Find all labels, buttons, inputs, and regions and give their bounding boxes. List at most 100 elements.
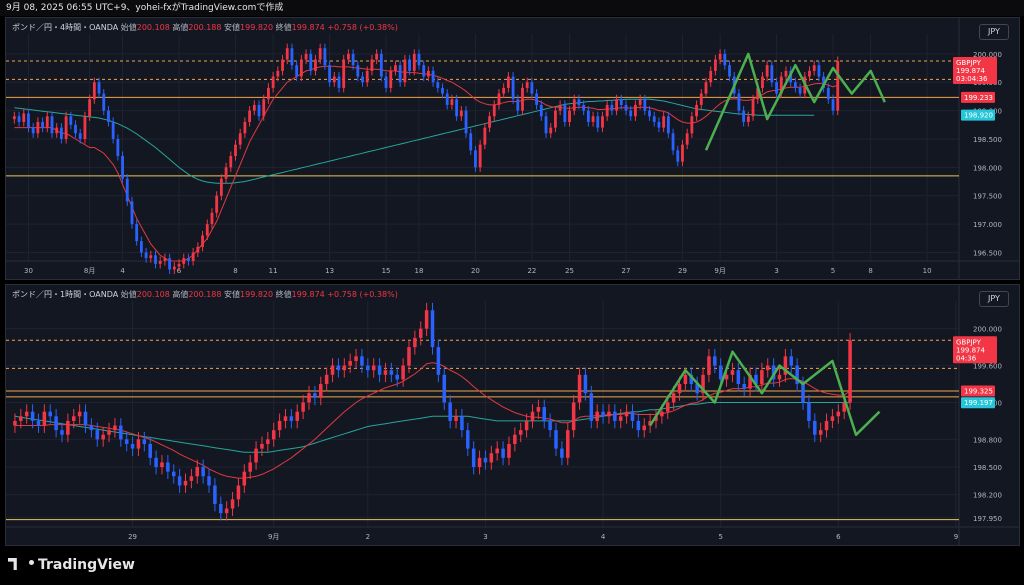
candle-body [605, 104, 609, 117]
candle-body [48, 411, 52, 417]
candle-body [495, 448, 499, 454]
x-tick-label: 4 [601, 533, 606, 541]
chart-panel-4h[interactable]: 200.000199.500199.000198.500198.000197.5… [5, 17, 1020, 280]
candle-body [638, 99, 642, 105]
legend-close-label: 終値 [275, 290, 292, 299]
snapshot-header: 9月 08, 2025 06:55 UTC+9、yohei-fxがTrading… [0, 0, 1024, 16]
candle-body [431, 70, 435, 83]
tradingview-logo[interactable]: TradingView [8, 557, 135, 573]
candle-body [407, 347, 411, 366]
candle-body [248, 462, 252, 472]
candle-body [492, 104, 496, 117]
candle-body [177, 263, 181, 267]
candle-body [262, 99, 266, 117]
y-tick-label: 196.500 [973, 249, 1002, 257]
candle-body [139, 241, 143, 253]
candle-body [101, 434, 105, 440]
candle-body [348, 360, 352, 366]
candle-body [242, 471, 247, 486]
candle-body [577, 374, 582, 403]
candle-body [801, 384, 805, 403]
price-tag-text: 199.233 [964, 94, 993, 102]
candle-body [748, 374, 752, 389]
legend-open-label: 始値 [120, 23, 137, 32]
legend-low: 199.820 [240, 290, 274, 299]
chart-canvas-1h[interactable]: 200.000199.600199.200198.800198.500198.2… [6, 285, 1019, 545]
candle-body [59, 127, 63, 139]
candle-body [724, 374, 729, 380]
candle-body [754, 374, 758, 385]
legend-open-label: 始値 [120, 290, 137, 299]
candle-body [111, 121, 115, 139]
candle-body [257, 104, 261, 117]
candle-body [822, 76, 826, 88]
candle-body [671, 133, 675, 151]
candle-body [518, 430, 523, 435]
candle-body [571, 402, 576, 431]
price-tag-text: 199.874 [956, 67, 985, 75]
candle-body [229, 156, 233, 168]
x-tick-label: 3 [774, 267, 778, 275]
legend-close: 199.874 [291, 290, 325, 299]
candle-body [384, 76, 388, 88]
currency-button-4h[interactable]: JPY [979, 24, 1009, 40]
candle-body [783, 356, 788, 375]
x-tick-label: 8 [868, 267, 872, 275]
candle-body [313, 393, 317, 398]
y-tick-label: 200.000 [973, 51, 1002, 59]
candle-body [24, 411, 29, 417]
candle-body [601, 411, 605, 417]
candle-body [542, 407, 547, 421]
candle-body [285, 48, 289, 60]
candle-body [477, 457, 482, 468]
chart-canvas-4h[interactable]: 200.000199.500199.000198.500198.000197.5… [6, 18, 1019, 279]
x-tick-label: 9月 [714, 267, 725, 275]
candle-body [408, 59, 411, 71]
legend-close-label: 終値 [275, 23, 292, 32]
candle-body [618, 416, 623, 421]
candle-body [426, 70, 430, 77]
candle-body [586, 110, 590, 122]
candle-body [524, 420, 529, 431]
x-tick-label: 27 [622, 267, 631, 275]
x-tick-label: 18 [415, 267, 424, 275]
candle-body [713, 356, 717, 366]
candle-body [483, 457, 488, 463]
candle-body [394, 65, 397, 71]
candle-body [751, 99, 755, 117]
candle-body [422, 65, 426, 77]
legend-high: 200.188 [188, 290, 222, 299]
ma-teal-line [14, 98, 815, 184]
candle-body [615, 99, 619, 111]
candle-body [375, 53, 379, 60]
legend-4h: ポンド／円・4時間・OANDA 始値200.108 高値200.188 安値19… [12, 22, 398, 33]
candle-body [290, 48, 294, 66]
x-tick-label: 20 [471, 267, 480, 275]
chart-panel-1h[interactable]: 200.000199.600199.200198.800198.500198.2… [5, 284, 1020, 546]
candle-body [401, 365, 405, 380]
candle-body [346, 53, 350, 60]
candle-body [460, 416, 464, 431]
candle-body [728, 65, 731, 77]
x-tick-label: 6 [836, 533, 841, 541]
candle-body [332, 76, 336, 83]
zigzag-pattern-line [704, 52, 886, 151]
candle-body [483, 127, 487, 145]
candle-body [701, 374, 705, 394]
candle-body [630, 411, 635, 421]
currency-button-1h[interactable]: JPY [979, 291, 1009, 307]
candle-body [243, 121, 247, 134]
x-tick-label: 5 [718, 533, 722, 541]
candle-body [793, 82, 797, 88]
candle-body [252, 104, 256, 111]
candle-body [521, 87, 524, 111]
x-tick-label: 11 [269, 267, 278, 275]
candle-body [74, 124, 77, 134]
x-tick-label: 29 [128, 533, 137, 541]
candle-body [478, 144, 482, 168]
candle-body [436, 347, 441, 375]
candle-body [779, 76, 783, 94]
candle-body [168, 258, 172, 270]
